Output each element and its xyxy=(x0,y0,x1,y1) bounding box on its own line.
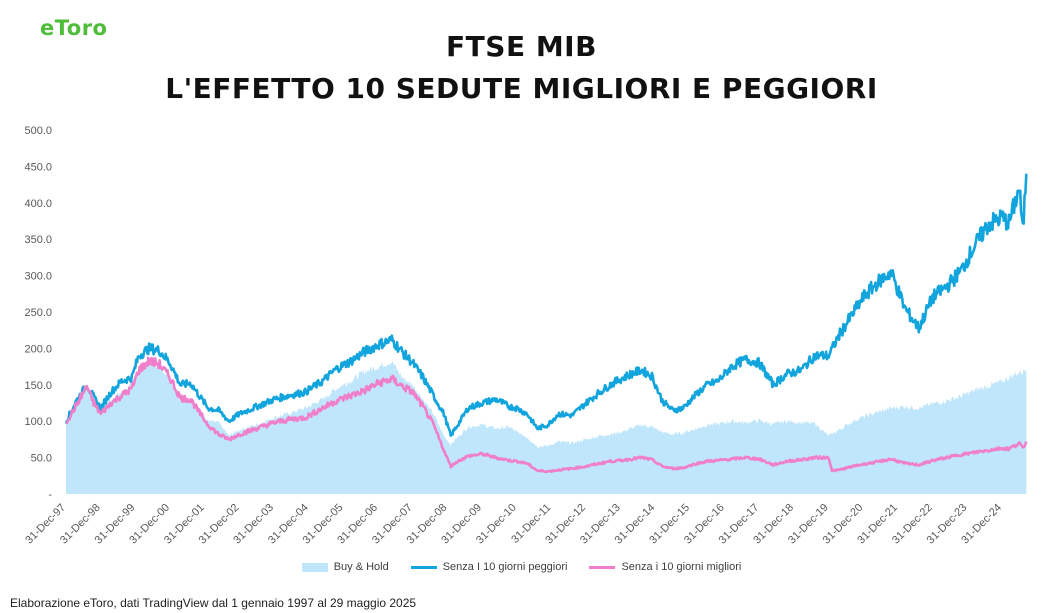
chart-subtitle: L'EFFETTO 10 SEDUTE MIGLIORI E PEGGIORI xyxy=(165,72,878,105)
legend-item-senza-migliori: Senza i 10 giorni migliori xyxy=(589,561,741,573)
y-tick-label: 400.0 xyxy=(24,198,52,210)
y-tick-label: 450.0 xyxy=(24,161,52,173)
y-tick-label: 150.0 xyxy=(24,380,52,392)
legend: Buy & Hold Senza I 10 giorni peggiori Se… xyxy=(0,561,1043,573)
legend-label-senza-peggiori: Senza I 10 giorni peggiori xyxy=(442,561,568,573)
chart-area: - 50.0 100.0 150.0 200.0 250.0 300.0 350.0 400.0… xyxy=(23,125,1028,546)
y-tick-label: 500.0 xyxy=(24,125,52,137)
chart-title: FTSE MIB xyxy=(446,30,597,63)
etoro-logo: eToro xyxy=(40,16,108,40)
y-tick-label: 250.0 xyxy=(24,307,52,319)
y-tick-label: 200.0 xyxy=(24,343,52,355)
source-footnote: Elaborazione eToro, dati TradingView dal… xyxy=(10,596,417,610)
y-tick-label: 350.0 xyxy=(24,234,52,246)
y-tick-label: 300.0 xyxy=(24,271,52,283)
y-tick-label: 100.0 xyxy=(24,416,52,428)
legend-swatch-senza-migliori xyxy=(589,565,616,569)
y-tick-label: 50.0 xyxy=(31,453,52,465)
legend-swatch-senza-peggiori xyxy=(410,565,437,569)
legend-swatch-buy-hold xyxy=(301,562,328,572)
legend-label-buy-hold: Buy & Hold xyxy=(333,561,389,573)
legend-item-senza-peggiori: Senza I 10 giorni peggiori xyxy=(410,561,568,573)
legend-item-buy-hold: Buy & Hold xyxy=(301,561,389,573)
series-senza-peggiori-line xyxy=(64,173,1028,438)
series-senza-migliori-line xyxy=(65,356,1028,474)
legend-label-senza-migliori: Senza i 10 giorni migliori xyxy=(621,561,742,573)
y-tick-label: - xyxy=(48,489,52,501)
